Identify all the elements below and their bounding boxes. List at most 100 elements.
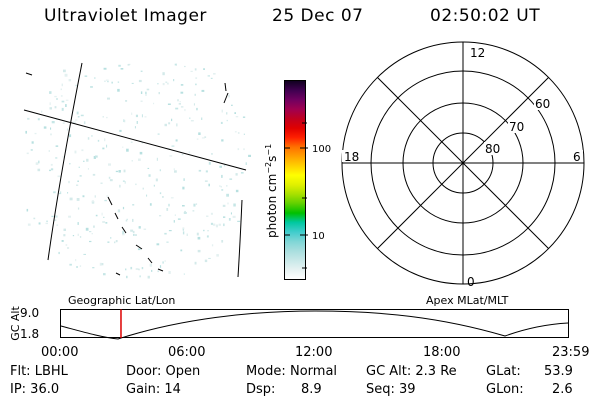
info-dsp-label: Dsp: bbox=[246, 382, 276, 397]
speckle-dot bbox=[131, 82, 134, 84]
speckle-dot bbox=[171, 118, 173, 122]
speckle-dot bbox=[216, 254, 219, 257]
speckle-dot bbox=[228, 218, 231, 221]
speckle-dot bbox=[76, 198, 80, 201]
speckle-dot bbox=[87, 137, 90, 140]
speckle-dot bbox=[168, 230, 172, 232]
speckle-dot bbox=[117, 88, 120, 92]
info-seq: Seq: 39 bbox=[366, 382, 416, 397]
speckle-dot bbox=[104, 80, 106, 82]
speckle-dot bbox=[26, 152, 29, 155]
speckle-dot bbox=[84, 75, 88, 77]
speckle-dot bbox=[176, 123, 178, 127]
speckle-dot bbox=[245, 162, 247, 165]
speckle-dot bbox=[223, 164, 226, 167]
speckle-dot bbox=[38, 160, 40, 164]
speckle-dot bbox=[159, 169, 161, 172]
speckle-dot bbox=[125, 219, 128, 222]
speckle-dot bbox=[69, 197, 73, 201]
speckle-dot bbox=[229, 178, 233, 180]
speckle-dot bbox=[139, 275, 141, 278]
speckle-dot bbox=[94, 155, 98, 158]
speckle-dot bbox=[122, 146, 124, 148]
speckle-dot bbox=[119, 184, 121, 188]
speckle-dot bbox=[220, 121, 223, 124]
label-bg bbox=[571, 150, 583, 162]
speckle-dot bbox=[138, 79, 142, 83]
speckle-dot bbox=[193, 203, 196, 207]
speckle-dot bbox=[61, 83, 63, 87]
speckle-dot bbox=[126, 148, 129, 152]
speckle-dot bbox=[220, 185, 222, 188]
speckle-dot bbox=[91, 135, 93, 137]
speckle-dot bbox=[131, 160, 133, 162]
speckle-dot bbox=[164, 232, 167, 235]
speckle-dot bbox=[190, 70, 193, 72]
geographic-grid bbox=[23, 62, 247, 278]
speckle-dot bbox=[75, 119, 78, 121]
grid-tick bbox=[157, 268, 164, 272]
speckle-dot bbox=[25, 130, 27, 134]
speckle-dot bbox=[118, 170, 121, 173]
speckle-dot bbox=[162, 83, 165, 86]
speckle-dot bbox=[60, 88, 62, 91]
speckle-dot bbox=[162, 261, 164, 264]
speckle-dot bbox=[53, 219, 57, 221]
info-glat-value: 53.9 bbox=[544, 364, 573, 379]
speckle-dot bbox=[76, 111, 79, 115]
mlt-label-12: 12 bbox=[470, 46, 485, 60]
timeline-tick-1200: 12:00 bbox=[295, 345, 333, 360]
speckle-dot bbox=[204, 136, 207, 138]
speckle-dot bbox=[76, 184, 79, 186]
speckle-dot bbox=[149, 263, 153, 267]
speckle-dot bbox=[164, 123, 167, 127]
speckle-dot bbox=[140, 100, 143, 102]
speckle-dot bbox=[77, 222, 79, 225]
speckle-dot bbox=[138, 226, 141, 229]
speckle-dot bbox=[30, 149, 33, 151]
grid-tick bbox=[121, 226, 127, 234]
speckle-dot bbox=[65, 244, 68, 246]
speckle-dot bbox=[192, 210, 195, 212]
speckle-dot bbox=[147, 167, 150, 169]
speckle-dot bbox=[61, 107, 64, 111]
speckle-dot bbox=[49, 91, 52, 94]
speckle-dot bbox=[211, 153, 213, 155]
speckle-dot bbox=[75, 84, 78, 87]
speckle-dot bbox=[169, 155, 173, 157]
speckle-dot bbox=[69, 134, 72, 138]
speckle-dot bbox=[54, 95, 57, 98]
speckle-dot bbox=[54, 215, 58, 218]
mlt-label-6: 6 bbox=[573, 150, 581, 164]
speckle-dot bbox=[106, 144, 108, 148]
speckle-dot bbox=[180, 91, 184, 94]
speckle-dot bbox=[140, 70, 143, 72]
grid-tick bbox=[107, 196, 113, 206]
speckle-dot bbox=[130, 141, 133, 143]
speckle-dot bbox=[49, 107, 52, 110]
speckle-dot bbox=[135, 114, 138, 118]
speckle-dot bbox=[102, 147, 105, 150]
speckle-dot bbox=[194, 261, 197, 265]
speckle-dot bbox=[173, 220, 175, 223]
speckle-dot bbox=[162, 196, 164, 198]
speckle-dot bbox=[183, 178, 185, 181]
speckle-dot bbox=[74, 150, 77, 154]
speckle-dot bbox=[210, 212, 213, 215]
speckle-dot bbox=[173, 168, 175, 170]
speckle-dot bbox=[146, 194, 148, 197]
speckle-dot bbox=[201, 137, 205, 139]
timeline-left-label: Geographic Lat/Lon bbox=[68, 294, 176, 307]
speckle-dot bbox=[107, 241, 110, 243]
speckle-dot bbox=[135, 234, 137, 236]
speckle-dot bbox=[182, 186, 185, 190]
grid-tick bbox=[147, 257, 153, 264]
speckle-dot bbox=[105, 222, 108, 224]
speckle-dot bbox=[76, 266, 78, 268]
info-glat-label: GLat: bbox=[486, 364, 521, 379]
info-gain: Gain: 14 bbox=[126, 382, 181, 397]
speckle-dot bbox=[166, 241, 169, 243]
speckle-dot bbox=[79, 265, 82, 267]
speckle-dot bbox=[156, 157, 158, 161]
grid-tick bbox=[224, 82, 227, 92]
